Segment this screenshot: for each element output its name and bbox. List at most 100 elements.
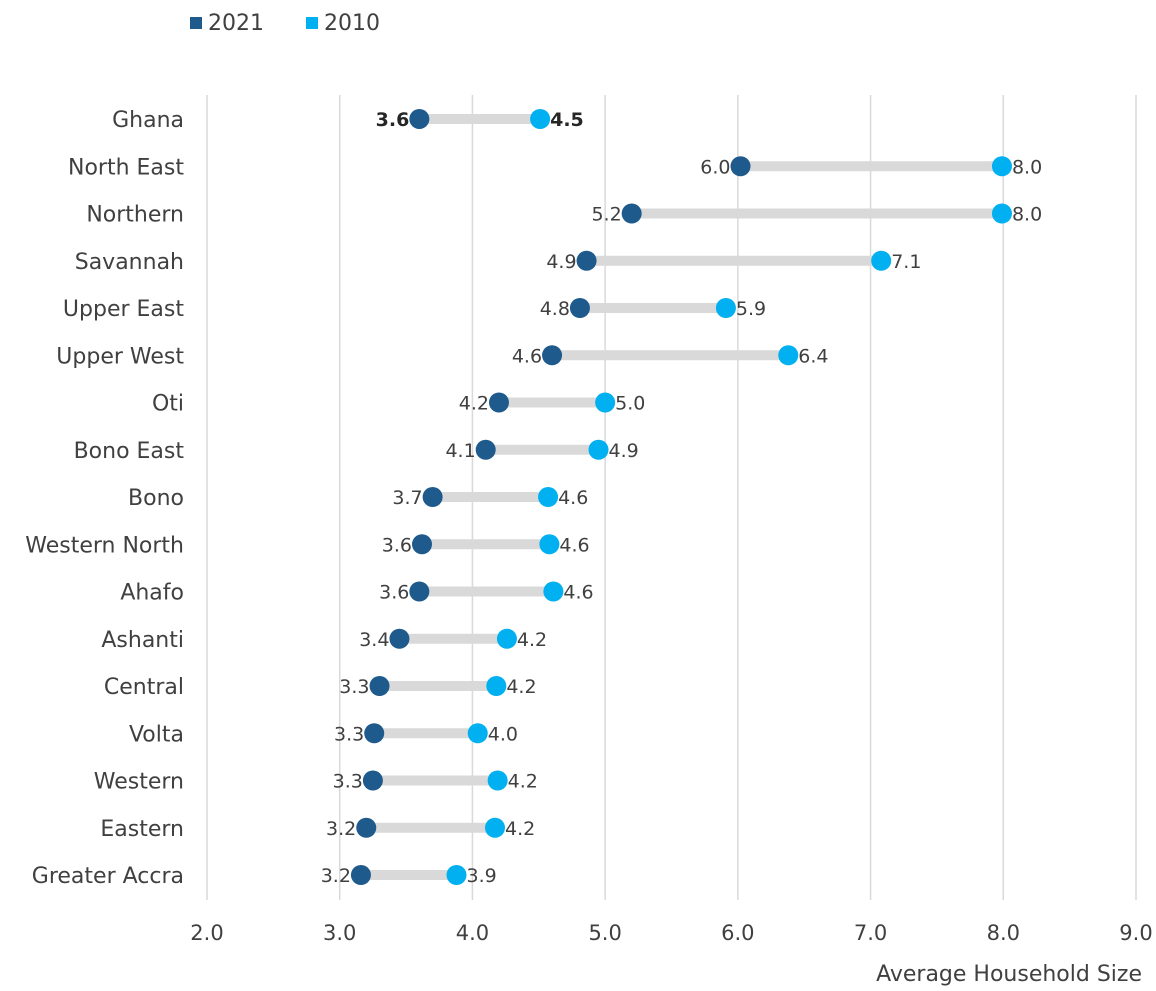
dot-2010 (871, 250, 892, 271)
x-tick-label: 5.0 (588, 921, 621, 945)
x-tick-label: 8.0 (987, 921, 1020, 945)
category-label: Eastern (100, 817, 184, 842)
x-tick-label: 3.0 (323, 921, 356, 945)
value-label-2010: 8.0 (1012, 204, 1042, 226)
dot-2010 (991, 156, 1012, 177)
value-label-2021: 4.1 (445, 440, 475, 462)
value-label-2010: 4.2 (517, 629, 547, 651)
value-label-2010: 4.2 (505, 818, 535, 840)
x-tick-label: 6.0 (721, 921, 754, 945)
x-tick-label: 7.0 (854, 921, 887, 945)
category-label: Savannah (75, 250, 184, 275)
dot-2010 (538, 487, 559, 507)
dot-2010 (484, 817, 505, 838)
category-label: Upper East (63, 297, 184, 322)
x-tick-label: 4.0 (456, 921, 489, 945)
value-label-2021: 4.2 (459, 393, 489, 415)
dot-2021 (356, 817, 377, 838)
value-label-2021: 4.6 (512, 345, 542, 367)
category-label: Central (104, 675, 184, 700)
dot-2021 (475, 439, 496, 460)
value-label-2021: 3.4 (359, 629, 389, 651)
dot-2021 (542, 345, 563, 366)
legend-swatch-2010 (306, 17, 318, 29)
dot-2021 (488, 392, 509, 413)
category-label: Ashanti (101, 628, 184, 653)
dot-2010 (539, 534, 560, 555)
dot-2010 (778, 345, 799, 366)
value-label-2010: 4.6 (559, 534, 589, 556)
value-label-2010: 6.4 (798, 345, 828, 367)
value-label-2021: 4.8 (540, 298, 570, 320)
dot-2021 (576, 250, 597, 271)
dot-2021 (411, 534, 432, 555)
category-label: Greater Accra (32, 864, 184, 889)
value-label-2010: 7.1 (891, 251, 921, 273)
value-label-2021: 3.3 (334, 723, 364, 745)
category-label: Bono (128, 486, 184, 511)
value-label-2010: 4.6 (558, 487, 588, 509)
dot-2021 (730, 156, 751, 177)
value-label-2010: 4.2 (508, 771, 538, 793)
category-label: Volta (129, 722, 184, 747)
dot-2010 (595, 392, 616, 413)
dot-2021 (621, 203, 642, 224)
legend-label-2021: 2021 (208, 10, 264, 36)
legend-swatch-2021 (190, 17, 202, 29)
value-label-2010: 4.6 (563, 582, 593, 604)
value-label-2010: 4.9 (609, 440, 639, 462)
dot-2010 (588, 439, 609, 460)
dot-2021 (389, 628, 410, 649)
dot-2010 (530, 109, 551, 129)
dot-2021 (362, 770, 383, 791)
value-label-2021: 3.3 (333, 771, 363, 793)
x-axis-title: Average Household Size (876, 962, 1142, 987)
dot-2021 (409, 581, 430, 602)
value-label-2021: 3.3 (339, 676, 369, 698)
category-label: Western North (25, 533, 184, 558)
dot-2021 (409, 109, 430, 129)
value-label-2021: 3.6 (376, 109, 410, 131)
value-label-2010: 4.0 (488, 723, 518, 745)
dot-2010 (543, 581, 564, 602)
dot-2021 (569, 298, 590, 318)
category-label: Northern (86, 203, 184, 228)
dot-2021 (369, 676, 390, 696)
category-label: Upper West (56, 344, 184, 369)
dot-2021 (350, 865, 371, 885)
value-label-2021: 3.6 (379, 582, 409, 604)
dot-2010 (991, 203, 1012, 224)
dot-2010 (715, 298, 736, 318)
legend-item-2021: 2021 (190, 11, 264, 36)
legend-label-2010: 2010 (324, 10, 380, 36)
value-label-2021: 6.0 (700, 156, 730, 178)
value-label-2021: 3.2 (326, 818, 356, 840)
category-label: Bono East (74, 439, 185, 464)
legend-item-2010: 2010 (306, 11, 380, 36)
dot-2010 (446, 865, 467, 885)
value-label-2010: 5.9 (736, 298, 766, 320)
dot-2010 (487, 770, 508, 791)
category-label: Ahafo (120, 581, 184, 606)
value-label-2021: 3.6 (382, 534, 412, 556)
x-tick-label: 9.0 (1119, 921, 1152, 945)
dot-2010 (467, 723, 488, 744)
value-label-2010: 4.5 (550, 109, 584, 131)
value-label-2010: 5.0 (615, 393, 645, 415)
value-label-2021: 3.7 (392, 487, 422, 509)
x-tick-label: 2.0 (190, 921, 223, 945)
category-label: Western (94, 770, 184, 795)
dot-2010 (486, 676, 507, 696)
value-label-2021: 4.9 (546, 251, 576, 273)
dot-2021 (364, 723, 385, 744)
category-label: North East (68, 155, 184, 180)
legend: 2021 2010 (190, 8, 380, 38)
value-label-2010: 8.0 (1012, 156, 1042, 178)
value-label-2010: 4.2 (506, 676, 536, 698)
dot-2021 (422, 487, 443, 507)
category-label: Ghana (112, 108, 184, 133)
dot-2010 (496, 628, 517, 649)
value-label-2010: 3.9 (467, 865, 497, 887)
value-label-2021: 3.2 (321, 865, 351, 887)
